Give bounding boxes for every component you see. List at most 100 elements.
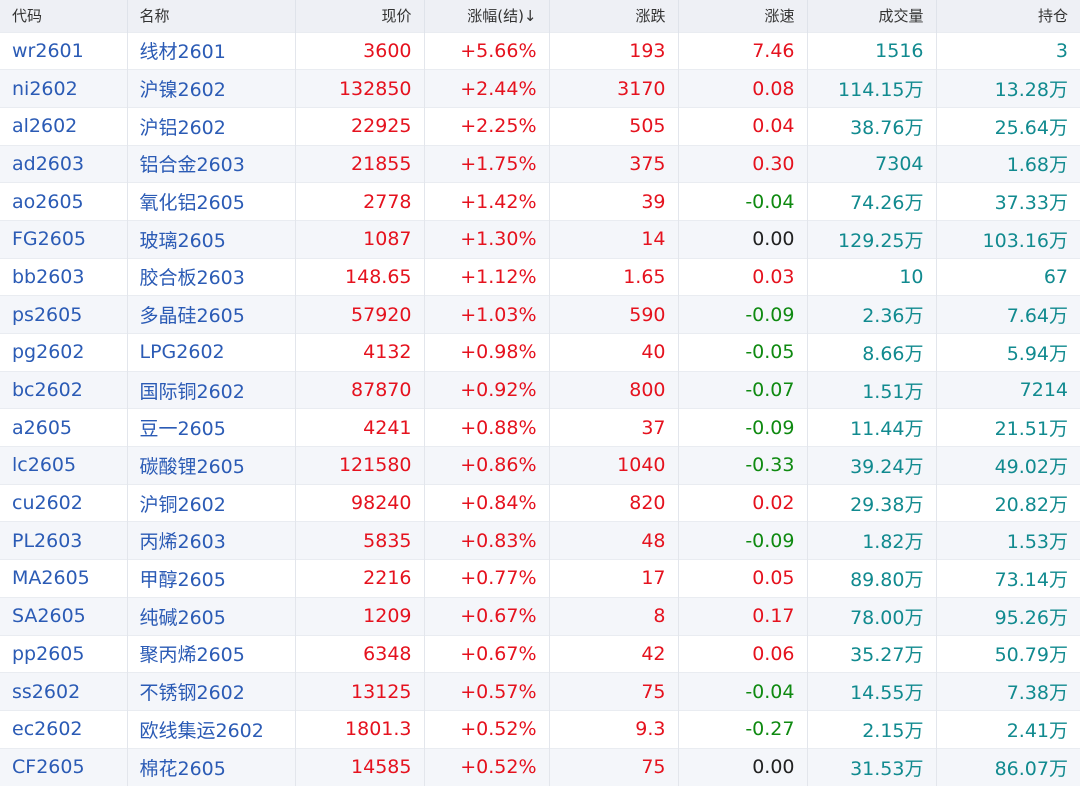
column-header-name[interactable]: 名称 bbox=[127, 0, 296, 32]
table-row[interactable]: wr2601 线材2601 3600 +5.66% 193 7.46 1516 3 bbox=[0, 31, 1080, 70]
open-interest-cell: 95.26万 bbox=[936, 596, 1080, 635]
open-interest-cell: 86.07万 bbox=[936, 747, 1080, 786]
last-price-cell: 2216 bbox=[295, 559, 425, 598]
contract-code-cell[interactable]: ao2605 bbox=[0, 182, 128, 221]
column-header-change-pct-sorted[interactable]: 涨幅(结)↓ bbox=[424, 0, 550, 32]
table-row[interactable]: lc2605 碳酸锂2605 121580 +0.86% 1040 -0.33 39.24万… bbox=[0, 446, 1080, 485]
table-row[interactable]: ss2602 不锈钢2602 13125 +0.57% 75 -0.04 14.55万 7.3… bbox=[0, 672, 1080, 711]
contract-code-cell[interactable]: CF2605 bbox=[0, 747, 128, 786]
column-header-code[interactable]: 代码 bbox=[0, 0, 128, 32]
contract-code-cell[interactable]: ad2603 bbox=[0, 144, 128, 183]
contract-code-cell[interactable]: MA2605 bbox=[0, 559, 128, 598]
contract-name-cell[interactable]: 甲醇2605 bbox=[127, 559, 296, 598]
column-header-price[interactable]: 现价 bbox=[295, 0, 425, 32]
column-header-volume[interactable]: 成交量 bbox=[807, 0, 937, 32]
change-percent-cell: +1.75% bbox=[424, 144, 550, 183]
table-row[interactable]: SA2605 纯碱2605 1209 +0.67% 8 0.17 78.00万 95.26万 bbox=[0, 596, 1080, 635]
contract-code-cell[interactable]: pp2605 bbox=[0, 634, 128, 673]
last-price-cell: 148.65 bbox=[295, 257, 425, 296]
contract-code-cell[interactable]: SA2605 bbox=[0, 596, 128, 635]
table-row[interactable]: PL2603 丙烯2603 5835 +0.83% 48 -0.09 1.82万 1.53万 bbox=[0, 521, 1080, 560]
contract-name-cell[interactable]: 国际铜2602 bbox=[127, 370, 296, 409]
column-header-open-interest[interactable]: 持仓 bbox=[1037, 7, 1068, 26]
contract-name-cell[interactable]: 线材2601 bbox=[127, 31, 296, 70]
volume-cell: 35.27万 bbox=[807, 634, 937, 673]
change-amount-cell: 505 bbox=[549, 106, 679, 146]
column-header-change[interactable]: 涨跌 bbox=[549, 0, 679, 32]
speed-cell: -0.09 bbox=[678, 408, 808, 447]
table-row[interactable]: ec2602 欧线集运2602 1801.3 +0.52% 9.3 -0.27 2.15万 2… bbox=[0, 709, 1080, 749]
open-interest-cell: 50.79万 bbox=[936, 634, 1080, 673]
contract-code-cell[interactable]: ps2605 bbox=[0, 295, 128, 334]
contract-name-cell[interactable]: 聚丙烯2605 bbox=[127, 634, 296, 673]
contract-code-cell[interactable]: lc2605 bbox=[0, 446, 128, 485]
contract-name-cell[interactable]: 棉花2605 bbox=[127, 747, 296, 786]
contract-name-cell[interactable]: 不锈钢2602 bbox=[127, 672, 296, 711]
table-row[interactable]: ni2602 沪镍2602 132850 +2.44% 3170 0.08 114.15万 1… bbox=[0, 69, 1080, 108]
contract-name-cell[interactable]: LPG2602 bbox=[127, 333, 296, 372]
volume-cell: 39.24万 bbox=[807, 446, 937, 485]
speed-cell: 0.02 bbox=[678, 483, 808, 522]
table-row[interactable]: al2602 沪铝2602 22925 +2.25% 505 0.04 38.76万 25.6… bbox=[0, 106, 1080, 146]
last-price-cell: 4132 bbox=[295, 333, 425, 372]
last-price-cell: 4241 bbox=[295, 408, 425, 447]
contract-name-cell[interactable]: 丙烯2603 bbox=[127, 521, 296, 560]
change-percent-cell: +1.12% bbox=[424, 257, 550, 296]
contract-name-cell[interactable]: 多晶硅2605 bbox=[127, 295, 296, 334]
contract-name-cell[interactable]: 欧线集运2602 bbox=[127, 709, 296, 749]
contract-code-cell[interactable]: FG2605 bbox=[0, 219, 128, 259]
contract-code-cell[interactable]: PL2603 bbox=[0, 521, 128, 560]
contract-code-cell[interactable]: al2602 bbox=[0, 106, 128, 146]
table-header-row: 代码 名称 现价 涨幅(结)↓ 涨跌 涨速 成交量 持仓 bbox=[0, 0, 1080, 32]
contract-name-cell[interactable]: 铝合金2603 bbox=[127, 144, 296, 183]
volume-cell: 1.51万 bbox=[807, 370, 937, 409]
contract-code-cell[interactable]: bb2603 bbox=[0, 257, 128, 296]
table-row[interactable]: pg2602 LPG2602 4132 +0.98% 40 -0.05 8.66万 5.94万 bbox=[0, 333, 1080, 372]
contract-name-cell[interactable]: 胶合板2603 bbox=[127, 257, 296, 296]
table-row[interactable]: pp2605 聚丙烯2605 6348 +0.67% 42 0.06 35.27万 50.79… bbox=[0, 634, 1080, 673]
change-amount-cell: 14 bbox=[549, 219, 679, 259]
change-amount-cell: 42 bbox=[549, 634, 679, 673]
table-row[interactable]: FG2605 玻璃2605 1087 +1.30% 14 0.00 129.25万 103.1… bbox=[0, 219, 1080, 259]
contract-name-cell[interactable]: 沪镍2602 bbox=[127, 69, 296, 108]
contract-name-cell[interactable]: 纯碱2605 bbox=[127, 596, 296, 635]
change-percent-cell: +0.77% bbox=[424, 559, 550, 598]
speed-cell: 0.00 bbox=[678, 219, 808, 259]
change-percent-cell: +0.92% bbox=[424, 370, 550, 409]
contract-code-cell[interactable]: pg2602 bbox=[0, 333, 128, 372]
table-row[interactable]: bc2602 国际铜2602 87870 +0.92% 800 -0.07 1.51万 721… bbox=[0, 370, 1080, 409]
volume-cell: 10 bbox=[807, 257, 937, 296]
contract-code-cell[interactable]: ss2602 bbox=[0, 672, 128, 711]
change-percent-cell: +2.25% bbox=[424, 106, 550, 146]
change-amount-cell: 75 bbox=[549, 672, 679, 711]
column-header-speed[interactable]: 涨速 bbox=[678, 0, 808, 32]
contract-name-cell[interactable]: 沪铜2602 bbox=[127, 483, 296, 522]
last-price-cell: 21855 bbox=[295, 144, 425, 183]
contract-code-cell[interactable]: wr2601 bbox=[0, 31, 128, 70]
last-price-cell: 22925 bbox=[295, 106, 425, 146]
speed-cell: -0.07 bbox=[678, 370, 808, 409]
table-row[interactable]: cu2602 沪铜2602 98240 +0.84% 820 0.02 29.38万 20.8… bbox=[0, 483, 1080, 522]
contract-name-cell[interactable]: 氧化铝2605 bbox=[127, 182, 296, 221]
contract-name-cell[interactable]: 沪铝2602 bbox=[127, 106, 296, 146]
change-amount-cell: 193 bbox=[549, 31, 679, 70]
table-row[interactable]: ad2603 铝合金2603 21855 +1.75% 375 0.30 7304 1.68万 bbox=[0, 144, 1080, 183]
change-amount-cell: 48 bbox=[549, 521, 679, 560]
open-interest-cell: 13.28万 bbox=[936, 69, 1080, 108]
table-row[interactable]: bb2603 胶合板2603 148.65 +1.12% 1.65 0.03 10 67 bbox=[0, 257, 1080, 296]
contract-name-cell[interactable]: 玻璃2605 bbox=[127, 219, 296, 259]
contract-code-cell[interactable]: ec2602 bbox=[0, 709, 128, 749]
contract-name-cell[interactable]: 豆一2605 bbox=[127, 408, 296, 447]
table-row[interactable]: MA2605 甲醇2605 2216 +0.77% 17 0.05 89.80万 73.14万 bbox=[0, 559, 1080, 598]
table-row[interactable]: a2605 豆一2605 4241 +0.88% 37 -0.09 11.44万 21.51万 bbox=[0, 408, 1080, 447]
last-price-cell: 13125 bbox=[295, 672, 425, 711]
table-row[interactable]: CF2605 棉花2605 14585 +0.52% 75 0.00 31.53万 86.07… bbox=[0, 747, 1080, 786]
contract-name-cell[interactable]: 碳酸锂2605 bbox=[127, 446, 296, 485]
contract-code-cell[interactable]: ni2602 bbox=[0, 69, 128, 108]
contract-code-cell[interactable]: cu2602 bbox=[0, 483, 128, 522]
volume-cell: 1.82万 bbox=[807, 521, 937, 560]
contract-code-cell[interactable]: bc2602 bbox=[0, 370, 128, 409]
contract-code-cell[interactable]: a2605 bbox=[0, 408, 128, 447]
table-row[interactable]: ao2605 氧化铝2605 2778 +1.42% 39 -0.04 74.26万 37.3… bbox=[0, 182, 1080, 221]
table-row[interactable]: ps2605 多晶硅2605 57920 +1.03% 590 -0.09 2.36万 7.6… bbox=[0, 295, 1080, 334]
